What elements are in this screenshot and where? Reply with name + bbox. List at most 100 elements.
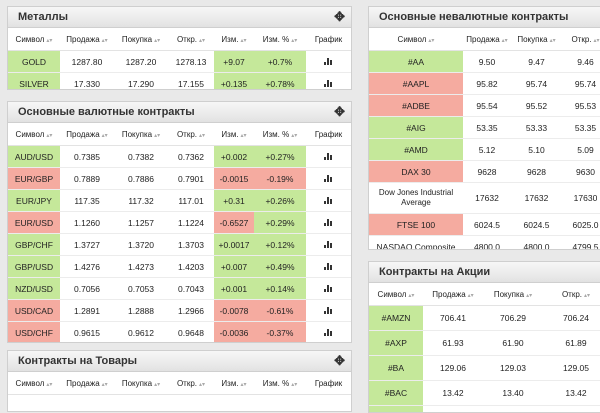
symbol-cell[interactable]: GOLD [8, 51, 60, 73]
chart-cell[interactable] [306, 256, 351, 278]
column-header[interactable]: Изм. %▴▾ [254, 372, 306, 395]
sort-icon[interactable]: ▴▾ [468, 293, 474, 299]
column-header[interactable]: Продажа▴▾ [423, 283, 483, 306]
chart-icon[interactable] [324, 197, 333, 204]
chart-cell[interactable] [306, 234, 351, 256]
sort-icon[interactable]: ▴▾ [46, 382, 52, 388]
sort-icon[interactable]: ▴▾ [291, 382, 297, 388]
move-icon[interactable]: ✥ [334, 7, 345, 27]
chart-cell[interactable] [306, 322, 351, 344]
sort-icon[interactable]: ▴▾ [291, 38, 297, 44]
chart-icon[interactable] [324, 241, 333, 248]
symbol-cell[interactable]: GBP/USD [8, 256, 60, 278]
column-header[interactable]: Покупка▴▾ [483, 283, 543, 306]
sort-icon[interactable]: ▴▾ [428, 38, 434, 44]
symbol-cell[interactable]: USD/CHF [8, 322, 60, 344]
symbol-cell[interactable]: EUR/JPY [8, 190, 60, 212]
column-header[interactable]: График [306, 372, 351, 395]
chart-icon[interactable] [324, 263, 333, 270]
symbol-cell[interactable]: #AMZN [369, 306, 423, 331]
column-header[interactable]: Изм.▴▾ [214, 28, 254, 51]
column-header[interactable]: Откр.▴▾ [168, 28, 214, 51]
sort-icon[interactable]: ▴▾ [199, 38, 205, 44]
chart-cell[interactable] [306, 278, 351, 300]
column-header[interactable]: Покупка▴▾ [511, 28, 562, 51]
chart-cell[interactable] [306, 73, 351, 91]
column-header[interactable]: Покупка▴▾ [114, 123, 168, 146]
column-header[interactable]: Продажа▴▾ [463, 28, 511, 51]
sort-icon[interactable]: ▴▾ [241, 382, 247, 388]
column-header[interactable]: Изм. %▴▾ [254, 28, 306, 51]
move-icon[interactable]: ✥ [334, 102, 345, 122]
sort-icon[interactable]: ▴▾ [154, 38, 160, 44]
column-header[interactable]: Продажа▴▾ [60, 28, 114, 51]
symbol-cell[interactable]: DAX 30 [369, 161, 463, 183]
column-header[interactable]: Символ▴▾ [369, 28, 463, 51]
chart-icon[interactable] [324, 153, 333, 160]
symbol-cell[interactable]: SILVER [8, 73, 60, 91]
chart-cell[interactable] [306, 146, 351, 168]
chart-cell[interactable] [306, 190, 351, 212]
sort-icon[interactable]: ▴▾ [526, 293, 532, 299]
sort-icon[interactable]: ▴▾ [408, 293, 414, 299]
column-header[interactable]: График [306, 123, 351, 146]
chart-icon[interactable] [324, 80, 333, 87]
symbol-cell[interactable]: #AIG [369, 117, 463, 139]
column-header[interactable]: Символ▴▾ [8, 372, 60, 395]
column-header[interactable]: Изм. %▴▾ [254, 123, 306, 146]
symbol-cell[interactable]: #BA [369, 356, 423, 381]
chart-cell[interactable] [306, 300, 351, 322]
chart-cell[interactable] [306, 168, 351, 190]
sort-icon[interactable]: ▴▾ [199, 382, 205, 388]
chart-icon[interactable] [324, 175, 333, 182]
sort-icon[interactable]: ▴▾ [102, 38, 108, 44]
sort-icon[interactable]: ▴▾ [102, 382, 108, 388]
symbol-cell[interactable]: NZD/USD [8, 278, 60, 300]
column-header[interactable]: Откр.▴▾ [168, 372, 214, 395]
symbol-cell[interactable]: AUD/USD [8, 146, 60, 168]
column-header[interactable]: Продажа▴▾ [60, 123, 114, 146]
symbol-cell[interactable]: #AMD [369, 139, 463, 161]
sort-icon[interactable]: ▴▾ [241, 133, 247, 139]
chart-cell[interactable] [306, 212, 351, 234]
sort-icon[interactable]: ▴▾ [550, 38, 556, 44]
column-header[interactable]: Символ▴▾ [8, 123, 60, 146]
sort-icon[interactable]: ▴▾ [502, 38, 508, 44]
table-row[interactable]: #BK40.1840.1540.14 [369, 406, 600, 413]
symbol-cell[interactable]: #AA [369, 51, 463, 73]
symbol-cell[interactable]: #AAPL [369, 73, 463, 95]
chart-icon[interactable] [324, 329, 333, 336]
chart-icon[interactable] [324, 58, 333, 65]
chart-icon[interactable] [324, 307, 333, 314]
column-header[interactable]: Изм.▴▾ [214, 123, 254, 146]
sort-icon[interactable]: ▴▾ [154, 382, 160, 388]
symbol-cell[interactable]: FTSE 100 [369, 214, 463, 236]
column-header[interactable]: Откр.▴▾ [562, 28, 600, 51]
symbol-cell[interactable]: EUR/USD [8, 212, 60, 234]
sort-icon[interactable]: ▴▾ [199, 133, 205, 139]
column-header[interactable]: Покупка▴▾ [114, 28, 168, 51]
chart-icon[interactable] [324, 219, 333, 226]
sort-icon[interactable]: ▴▾ [154, 133, 160, 139]
symbol-cell[interactable]: GBP/CHF [8, 234, 60, 256]
sort-icon[interactable]: ▴▾ [594, 38, 600, 44]
